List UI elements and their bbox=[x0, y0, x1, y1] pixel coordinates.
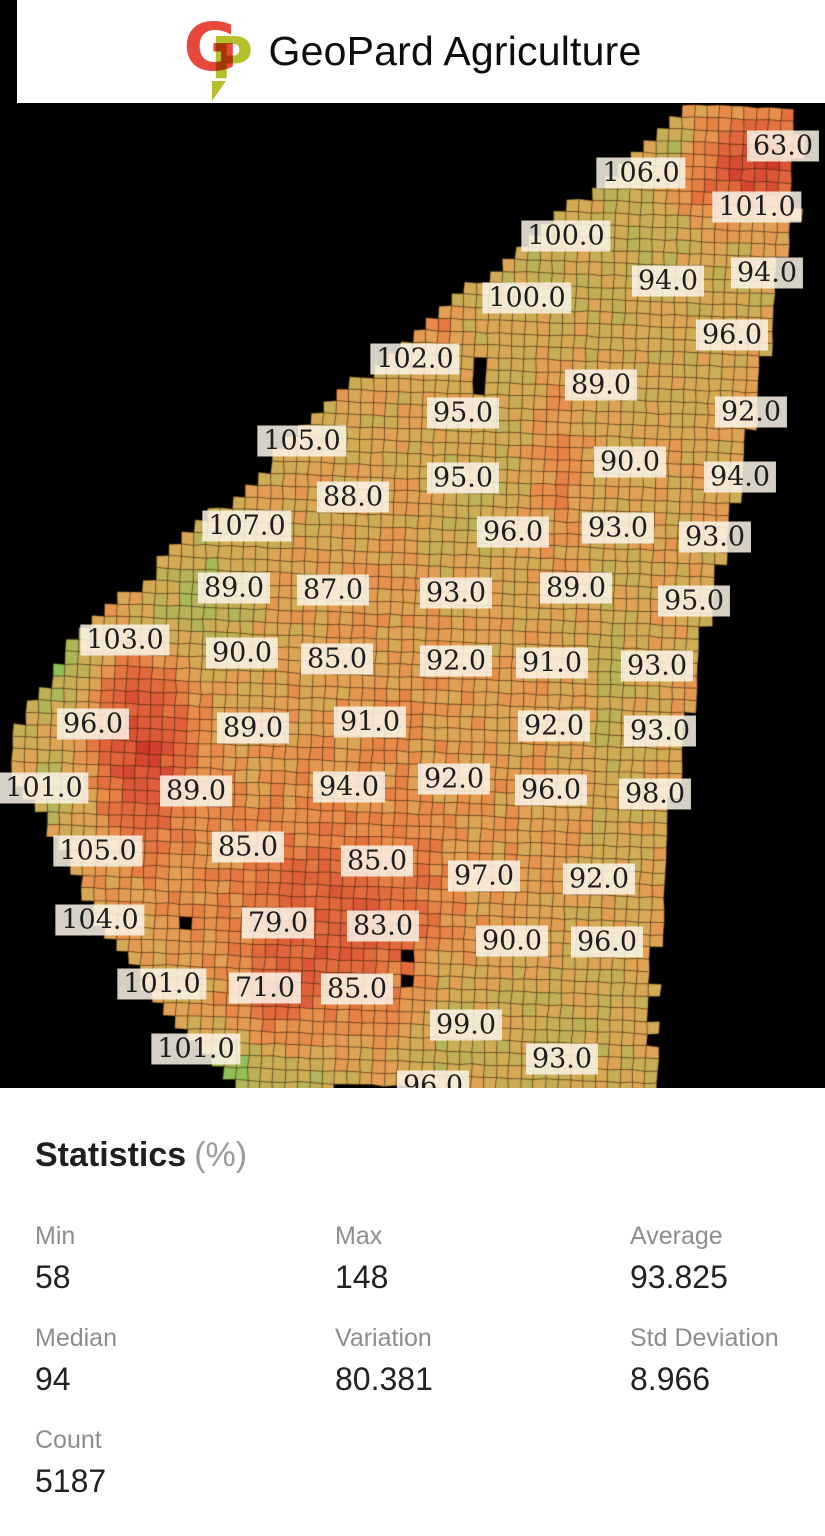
stat-item-max: Max 148 bbox=[335, 1222, 630, 1296]
map-value-label: 92.0 bbox=[562, 863, 636, 895]
map-value-label: 93.0 bbox=[623, 715, 697, 747]
map-value-label: 85.0 bbox=[300, 643, 374, 675]
map-value-label: 101.0 bbox=[712, 191, 802, 223]
map-value-label: 89.0 bbox=[197, 572, 271, 604]
map-value-label: 90.0 bbox=[205, 637, 279, 669]
stat-label: Min bbox=[35, 1222, 76, 1250]
map-value-label: 93.0 bbox=[419, 577, 493, 609]
map-value-label: 92.0 bbox=[517, 710, 591, 742]
stat-value: 8.966 bbox=[630, 1361, 711, 1397]
statistics-panel: Statistics (%) Min 58 Max 148 Average 93.… bbox=[0, 1088, 825, 1536]
map-value-label: 85.0 bbox=[211, 831, 285, 863]
map-value-label: 94.0 bbox=[703, 461, 777, 493]
map-value-label: 94.0 bbox=[730, 257, 804, 289]
map-value-label: 100.0 bbox=[521, 220, 611, 252]
map-value-label: 71.0 bbox=[228, 972, 302, 1004]
stat-value: 93.825 bbox=[630, 1259, 728, 1295]
stat-value: 5187 bbox=[35, 1463, 107, 1499]
stat-value: 58 bbox=[35, 1259, 71, 1295]
statistics-title-row: Statistics (%) bbox=[35, 1134, 795, 1176]
map-value-label: 104.0 bbox=[55, 904, 145, 936]
map-value-label: 63.0 bbox=[746, 130, 820, 162]
map-value-label: 95.0 bbox=[426, 397, 500, 429]
map-value-label: 96.0 bbox=[476, 516, 550, 548]
map-value-label: 90.0 bbox=[593, 446, 667, 478]
logo-pin-tail bbox=[212, 80, 227, 101]
map-value-label: 96.0 bbox=[514, 774, 588, 806]
map-value-label: 103.0 bbox=[80, 624, 170, 656]
statistics-title: Statistics bbox=[35, 1136, 187, 1174]
map-value-label: 98.0 bbox=[618, 778, 692, 810]
stat-label: Average bbox=[630, 1222, 723, 1250]
map-value-label: 93.0 bbox=[525, 1043, 599, 1075]
map-value-label: 89.0 bbox=[564, 369, 638, 401]
map-value-label: 91.0 bbox=[333, 706, 407, 738]
map-value-label: 95.0 bbox=[657, 585, 731, 617]
stat-label: Std Deviation bbox=[630, 1324, 779, 1352]
map-value-label: 90.0 bbox=[475, 925, 549, 957]
map-value-label: 96.0 bbox=[695, 319, 769, 351]
map-value-label: 101.0 bbox=[117, 968, 207, 1000]
map-value-label: 83.0 bbox=[346, 910, 420, 942]
geopard-logo-icon: G P bbox=[183, 9, 253, 101]
map-value-label: 93.0 bbox=[581, 512, 655, 544]
map-value-label: 93.0 bbox=[620, 650, 694, 682]
map-labels-layer: 63.0 106.0 101.0 100.0 94.0 94.0 100.0 96.0 102.… bbox=[0, 103, 825, 1088]
statistics-unit: (%) bbox=[194, 1136, 248, 1174]
map-value-label: 89.0 bbox=[539, 572, 613, 604]
stat-item-variation: Variation 80.381 bbox=[335, 1324, 630, 1398]
map-value-label: 96.0 bbox=[56, 708, 130, 740]
map-value-label: 94.0 bbox=[631, 265, 705, 297]
stat-label: Max bbox=[335, 1222, 383, 1250]
map-value-label: 88.0 bbox=[316, 481, 390, 513]
stat-label: Count bbox=[35, 1426, 102, 1454]
map-value-label: 105.0 bbox=[53, 835, 143, 867]
stat-item-std-deviation: Std Deviation 8.966 bbox=[630, 1324, 795, 1398]
stat-value: 148 bbox=[335, 1259, 389, 1295]
map-value-label: 102.0 bbox=[370, 343, 460, 375]
map-value-label: 101.0 bbox=[0, 772, 89, 804]
stat-value: 80.381 bbox=[335, 1361, 433, 1397]
stat-label: Median bbox=[35, 1324, 117, 1352]
map-value-label: 89.0 bbox=[159, 775, 233, 807]
map-value-label: 92.0 bbox=[419, 645, 493, 677]
header-left-strip bbox=[0, 0, 17, 103]
stat-label: Variation bbox=[335, 1324, 432, 1352]
map-value-label: 93.0 bbox=[678, 521, 752, 553]
map-value-label: 107.0 bbox=[202, 510, 292, 542]
stat-item-count: Count 5187 bbox=[35, 1426, 335, 1500]
brand-title: GeoPard Agriculture bbox=[268, 28, 642, 74]
map-value-label: 92.0 bbox=[417, 763, 491, 795]
stat-item-median: Median 94 bbox=[35, 1324, 335, 1398]
logo-p-letter: P bbox=[210, 23, 253, 92]
map-value-label: 96.0 bbox=[396, 1070, 470, 1088]
map-value-label: 92.0 bbox=[714, 396, 788, 428]
logo-g-letter: G bbox=[183, 8, 238, 86]
map-value-label: 100.0 bbox=[482, 282, 572, 314]
map-value-label: 85.0 bbox=[340, 845, 414, 877]
field-map[interactable]: 63.0 106.0 101.0 100.0 94.0 94.0 100.0 96.0 102.… bbox=[0, 103, 825, 1088]
map-value-label: 94.0 bbox=[312, 771, 386, 803]
stat-item-min: Min 58 bbox=[35, 1222, 335, 1296]
map-value-label: 85.0 bbox=[320, 973, 394, 1005]
map-value-label: 97.0 bbox=[447, 860, 521, 892]
map-value-label: 99.0 bbox=[429, 1009, 503, 1041]
statistics-grid: Min 58 Max 148 Average 93.825 Median 94 … bbox=[35, 1222, 795, 1500]
map-value-label: 89.0 bbox=[216, 712, 290, 744]
map-value-label: 105.0 bbox=[257, 425, 347, 457]
map-value-label: 106.0 bbox=[596, 157, 686, 189]
map-value-label: 87.0 bbox=[296, 574, 370, 606]
map-value-label: 79.0 bbox=[241, 907, 315, 939]
map-value-label: 96.0 bbox=[570, 926, 644, 958]
stat-value: 94 bbox=[35, 1361, 71, 1397]
map-value-label: 101.0 bbox=[151, 1033, 241, 1065]
app-header: G P GeoPard Agriculture bbox=[0, 0, 825, 103]
stat-item-average: Average 93.825 bbox=[630, 1222, 795, 1296]
map-value-label: 91.0 bbox=[515, 647, 589, 679]
map-value-label: 95.0 bbox=[426, 462, 500, 494]
